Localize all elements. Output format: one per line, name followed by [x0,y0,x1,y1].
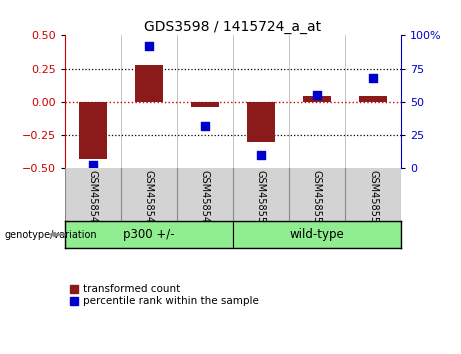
Bar [303,97,331,102]
Point [145,43,152,49]
Text: GSM458547: GSM458547 [88,170,98,229]
Text: GSM458548: GSM458548 [144,170,154,229]
Text: p300 +/-: p300 +/- [123,228,174,241]
Text: GSM458551: GSM458551 [312,170,322,229]
Text: genotype/variation: genotype/variation [5,229,97,240]
Title: GDS3598 / 1415724_a_at: GDS3598 / 1415724_a_at [144,21,321,34]
Point [201,123,208,129]
Bar [233,221,401,248]
Bar [78,102,106,159]
Bar [135,65,163,102]
Bar [191,102,219,107]
Legend: transformed count, percentile rank within the sample: transformed count, percentile rank withi… [70,284,259,306]
Text: GSM458549: GSM458549 [200,170,210,229]
Text: GSM458552: GSM458552 [368,170,378,229]
Text: wild-type: wild-type [290,228,344,241]
Bar [247,102,275,142]
Point [89,163,96,169]
Bar [359,97,387,102]
Point [369,75,377,81]
Point [257,152,265,158]
Point [313,92,321,98]
Text: GSM458550: GSM458550 [256,170,266,229]
Bar [65,221,233,248]
